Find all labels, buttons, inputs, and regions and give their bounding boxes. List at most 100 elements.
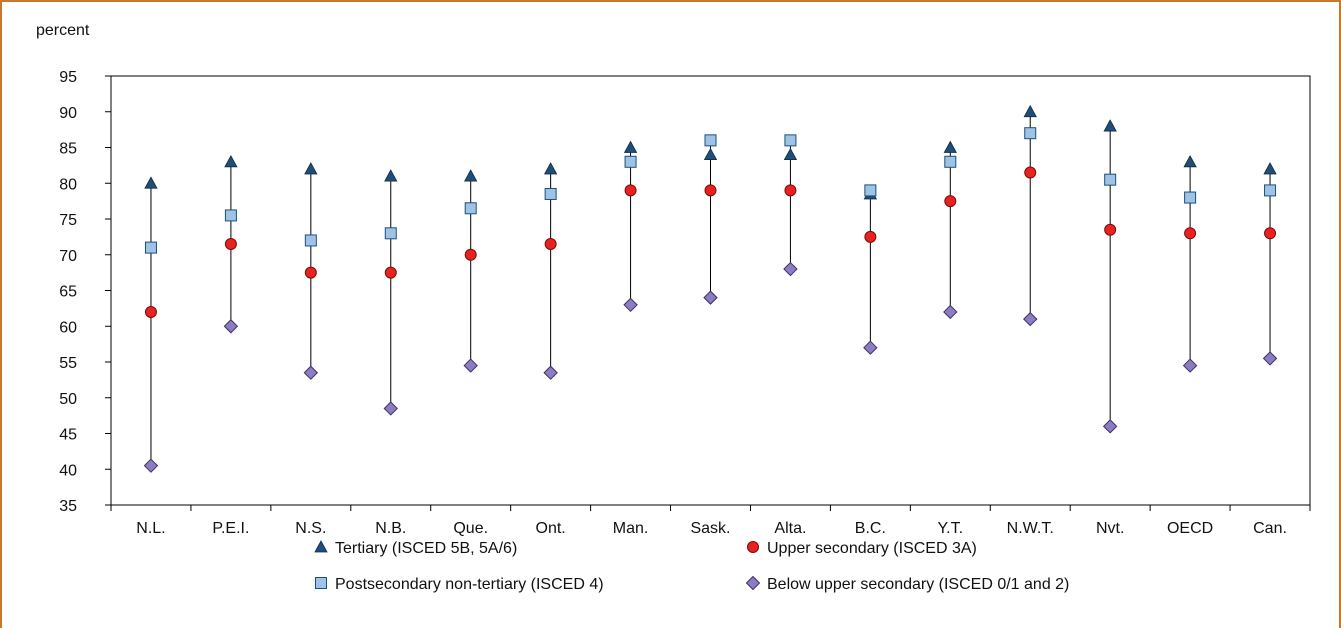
x-tick-label: N.S. [295, 520, 326, 537]
y-tick-label: 40 [59, 462, 77, 479]
point-square [144, 241, 157, 254]
legend-label: Tertiary (ISCED 5B, 5A/6) [335, 540, 517, 557]
legend-marker-square [315, 577, 327, 589]
point-circle [144, 305, 157, 318]
x-tick-label: Sask. [690, 520, 730, 537]
y-tick-label: 65 [59, 284, 77, 301]
point-diamond [863, 340, 878, 355]
x-tick-label: Ont. [536, 520, 566, 537]
point-circle [864, 230, 877, 243]
y-tick-label: 50 [59, 391, 77, 408]
point-square [544, 187, 557, 200]
x-tick-label: P.E.I. [212, 520, 249, 537]
point-square [704, 134, 717, 147]
point-triangle [703, 147, 718, 161]
x-tick-label: Y.T. [938, 520, 964, 537]
point-triangle [1023, 104, 1037, 118]
point-circle [464, 248, 477, 261]
point-square [384, 227, 397, 240]
point-square [864, 184, 877, 197]
point-circle [784, 184, 797, 197]
x-tick-label: N.L. [136, 520, 165, 537]
point-diamond [1182, 358, 1198, 373]
plot-area: 35 40 45 50 55 60 65 70 75 80 85 90 95 N.L. P.E.I. N.S.… [59, 69, 1311, 537]
point-square [464, 202, 477, 215]
point-square [784, 134, 797, 147]
point-diamond [783, 261, 798, 277]
point-diamond [383, 401, 398, 416]
legend-label: Postsecondary non-tertiary (ISCED 4) [335, 576, 604, 593]
point-diamond [463, 358, 478, 373]
point-diamond [1023, 311, 1038, 327]
point-circle [1264, 227, 1277, 240]
point-diamond [143, 458, 159, 473]
x-tick-label: Que. [453, 520, 488, 537]
legend-label: Below upper secondary (ISCED 0/1 and 2) [767, 576, 1069, 593]
point-triangle [144, 176, 158, 189]
point-square [304, 234, 317, 247]
point-square [224, 209, 237, 222]
legend-marker-triangle [314, 540, 328, 553]
x-tick-label: B.C. [855, 520, 886, 537]
y-tick-label: 85 [59, 141, 77, 158]
y-tick-label: 60 [59, 319, 77, 336]
point-square [1264, 184, 1277, 197]
point-circle [304, 266, 317, 279]
point-square [1104, 173, 1117, 186]
point-triangle [623, 140, 638, 153]
y-tick-label: 80 [59, 176, 77, 193]
y-tick-label: 35 [59, 498, 77, 515]
point-triangle [543, 162, 558, 175]
point-diamond [1102, 419, 1118, 434]
point-triangle [304, 162, 318, 175]
x-tick-label: OECD [1167, 520, 1213, 537]
legend-label: Upper secondary (ISCED 3A) [767, 540, 977, 557]
legend: Tertiary (ISCED 5B, 5A/6) Postsecondary n… [314, 540, 1069, 593]
y-tick-label: 90 [59, 105, 77, 122]
x-tick-label: Alta. [774, 520, 806, 537]
point-diamond [703, 290, 718, 305]
x-tick-label: Man. [613, 520, 649, 537]
y-tick-label: 70 [59, 248, 77, 265]
y-tick-label: 45 [59, 427, 77, 444]
point-circle [704, 184, 717, 197]
y-tick-label: 75 [59, 212, 77, 229]
point-diamond [223, 319, 239, 334]
point-triangle [464, 169, 478, 182]
x-tick-label: N.B. [375, 520, 406, 537]
y-tick-label: 55 [59, 355, 77, 372]
point-diamond [623, 297, 638, 313]
point-circle [1104, 223, 1117, 236]
point-diamond [1262, 351, 1278, 366]
point-diamond [303, 365, 319, 380]
x-tick-label: Can. [1253, 520, 1287, 537]
point-triangle [384, 169, 398, 182]
point-square [624, 155, 637, 168]
y-axis-unit-label: percent [36, 22, 90, 39]
point-diamond [543, 365, 558, 380]
point-circle [544, 238, 557, 251]
point-circle [944, 195, 957, 208]
point-circle [1024, 166, 1037, 179]
x-tick-label: N.W.T. [1007, 520, 1054, 537]
point-triangle [1103, 119, 1117, 132]
point-triangle [1183, 154, 1197, 168]
legend-marker-diamond [745, 575, 761, 591]
point-triangle [1263, 162, 1277, 175]
y-tick-label: 95 [59, 69, 77, 86]
point-triangle [783, 147, 798, 161]
point-circle [384, 266, 397, 279]
point-square [1184, 191, 1197, 204]
point-triangle [224, 154, 238, 168]
point-circle [624, 184, 637, 197]
point-diamond [943, 304, 958, 320]
x-tick-label: Nvt. [1096, 520, 1124, 537]
point-square [944, 155, 957, 168]
point-circle [1184, 227, 1197, 240]
point-square [1024, 127, 1037, 140]
point-circle [224, 238, 237, 251]
point-triangle [943, 140, 957, 153]
legend-marker-circle [747, 541, 759, 553]
